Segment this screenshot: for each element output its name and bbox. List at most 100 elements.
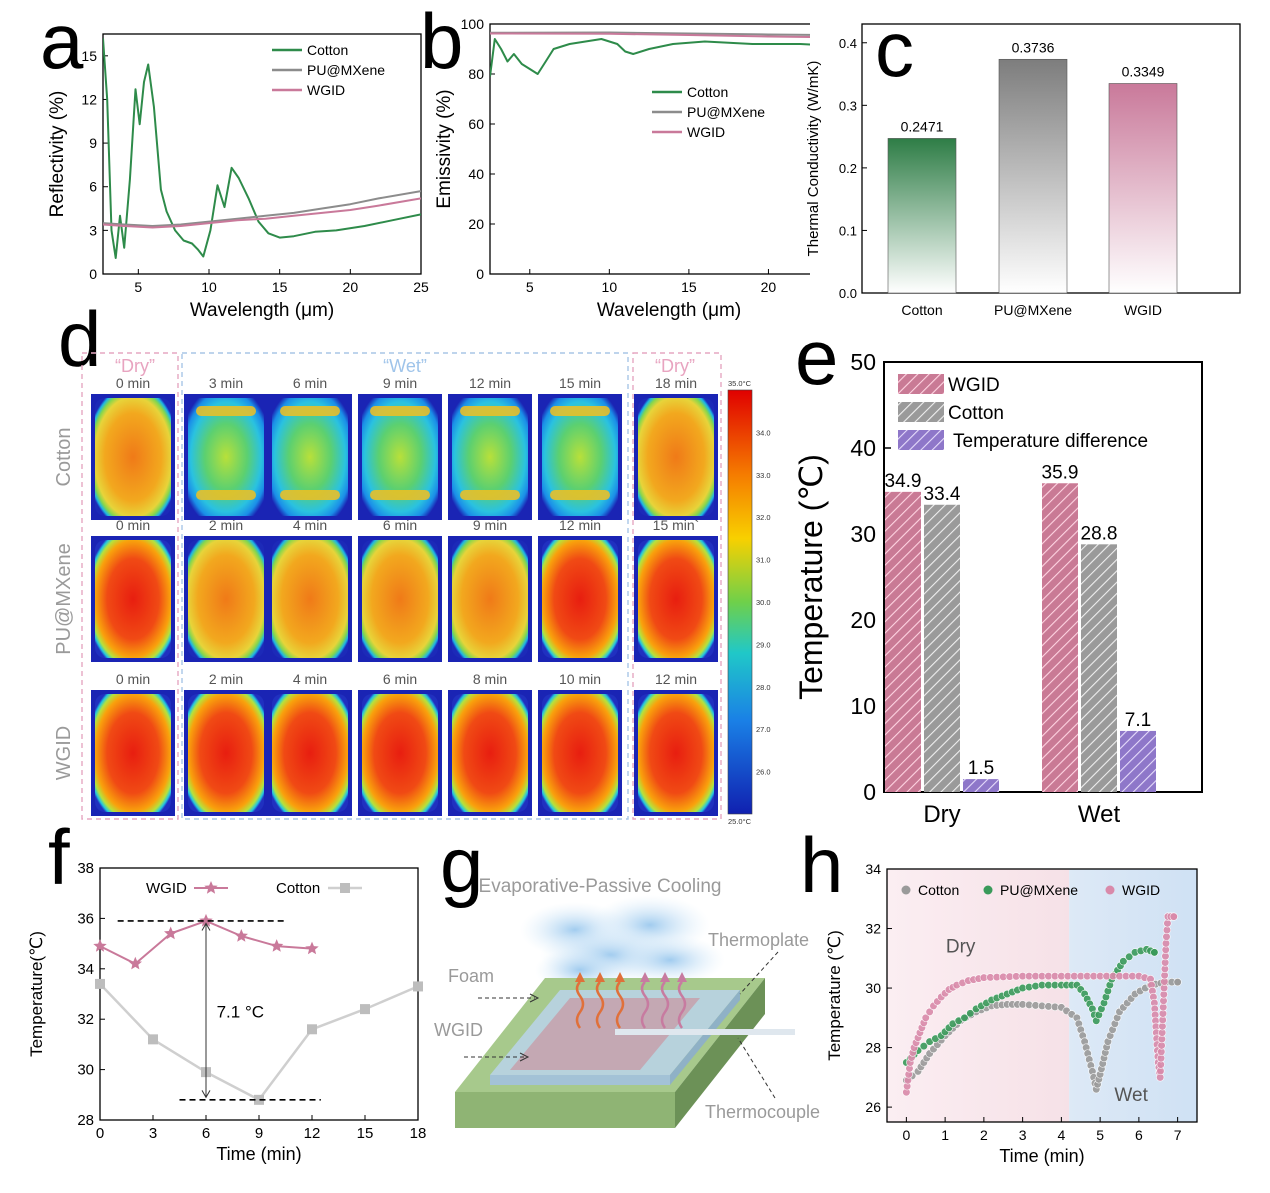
y-tick-label: 60 (468, 116, 484, 132)
bar-wgid-wet (1042, 483, 1078, 792)
y-tick-label: 32 (77, 1011, 94, 1028)
difference-annotation: 7.1 °C (217, 1003, 264, 1022)
x-tick-label: 5 (526, 279, 534, 295)
time-label: 10 min (559, 671, 601, 687)
heat-wave (575, 981, 585, 1029)
heat-arrow-head (595, 972, 605, 982)
x-tick-label: 9 (255, 1125, 263, 1142)
colorbar-label: 26.0 (756, 768, 771, 777)
thermal-image-grid: “Dry” “Wet” “Dry” Cotton 0 min 3 min 6 min 9 mi… (53, 352, 771, 826)
time-label: 18 min (655, 375, 697, 391)
y-tick-label: 0.4 (839, 36, 857, 51)
series-line-wgid (490, 32, 810, 39)
y-axis-label: Emissivity (%) (434, 89, 455, 208)
y-tick-label: 36 (77, 910, 94, 927)
y-tick-label: 34 (865, 861, 881, 877)
legend-label: PU@MXene (687, 104, 765, 120)
plot-frame (102, 33, 422, 275)
y-tick-label: 30 (865, 980, 881, 996)
base-side (675, 978, 765, 1128)
colorbar (727, 389, 753, 815)
x-tick-label: 20 (761, 279, 777, 295)
x-tick-label: 5 (134, 279, 142, 295)
marker-wgid (305, 941, 319, 955)
point-pumxene (966, 1009, 975, 1018)
thermal-image (452, 398, 528, 516)
bar-cotton-dry (924, 504, 960, 792)
y-tick-label: 12 (81, 91, 97, 107)
x-tick-label: 3 (149, 1125, 157, 1142)
y-tick-label: 6 (89, 179, 97, 195)
bar-value-label: 0.2471 (901, 118, 944, 134)
x-tick-label: 25 (413, 279, 429, 295)
thermal-image (188, 694, 264, 812)
x-tick-label: 6 (1135, 1127, 1143, 1143)
bar-value-label: 1.5 (968, 758, 994, 779)
callout-arrow (529, 993, 540, 1003)
legend-label: Cotton (687, 84, 728, 100)
thermal-image (272, 398, 348, 516)
x-tick-label: 10 (201, 279, 217, 295)
bar-value-label: 0.3736 (1012, 39, 1055, 55)
thermoplate-label: Thermoplate (708, 930, 809, 950)
bar-value-label: 35.9 (1042, 462, 1079, 483)
thermal-image (272, 540, 348, 658)
legend-marker (901, 885, 911, 895)
y-tick-label: 32 (865, 921, 881, 937)
reflectivity-chart: 5 10 15 20 25 0 3 6 9 12 15 Wavelength (μm) Reflecti… (47, 33, 429, 321)
x-tick-label: 1 (941, 1127, 949, 1143)
bar-cotton (887, 138, 957, 294)
bar-value-label: 7.1 (1125, 710, 1151, 731)
x-tick-label: 12 (304, 1125, 321, 1142)
marker-wgid (199, 913, 213, 927)
plot-frame (99, 867, 419, 1121)
time-label: 12 min (655, 671, 697, 687)
x-tick-label: 15 (681, 279, 697, 295)
time-label: 6 min (383, 671, 417, 687)
colorbar-label: 25.0°C (728, 817, 752, 826)
marker-wgid (164, 926, 178, 940)
thermal-image (638, 540, 714, 658)
series-line-cotton (99, 983, 419, 1102)
heat-arrow-head (575, 972, 585, 982)
legend-swatch (898, 374, 944, 394)
time-label: 3 min (209, 375, 243, 391)
colorbar-label: 32.0 (756, 513, 771, 522)
bar-temperaturedifference-dry (963, 779, 999, 792)
legend-label: PU@MXene (1000, 882, 1078, 898)
marker-cotton (307, 1024, 317, 1035)
y-tick-label: 30 (77, 1062, 94, 1079)
foam-side (670, 990, 740, 1085)
x-tick-label: 18 (410, 1125, 427, 1142)
point-pumxene (919, 1042, 928, 1051)
thermal-conductivity-chart: 0.0 0.1 0.2 0.3 0.4 Thermal Conductivity (W/m… (805, 23, 1241, 318)
warm-band (280, 490, 340, 500)
thermal-image (362, 540, 438, 658)
marker-wgid (234, 929, 248, 942)
callout-arrow (519, 1052, 530, 1062)
marker-wgid (270, 939, 284, 952)
schematic-title: Evaporative-Passive Cooling (479, 876, 722, 897)
heat-wave (660, 981, 670, 1029)
heat-arrow-head (677, 972, 687, 982)
time-label: 4 min (293, 517, 327, 533)
time-label: 0 min (116, 671, 150, 687)
time-label: 8 min (473, 671, 507, 687)
y-tick-label: 28 (77, 1112, 94, 1129)
thermal-image (95, 540, 171, 658)
x-tick-label: 4 (1057, 1127, 1065, 1143)
thermocouple-callout (737, 1037, 776, 1099)
heat-wave (615, 981, 625, 1029)
heat-wave (640, 981, 650, 1029)
legend-label: PU@MXene (307, 62, 385, 78)
y-axis-label: Thermal Conductivity (W/mK) (805, 61, 822, 257)
marker-cotton (95, 978, 105, 989)
y-axis-label: Temperature (℃) (825, 930, 844, 1061)
row-label: PU@MXene (53, 543, 75, 654)
emissivity-chart: 510152025020406080100Wavelength (μm)Emis… (434, 16, 810, 321)
legend-marker (340, 883, 350, 893)
bar-wgid-dry (885, 491, 921, 792)
time-label: 12 min (559, 517, 601, 533)
y-tick-label: 0.1 (839, 223, 857, 238)
zone-label-dry: Dry (946, 936, 976, 957)
